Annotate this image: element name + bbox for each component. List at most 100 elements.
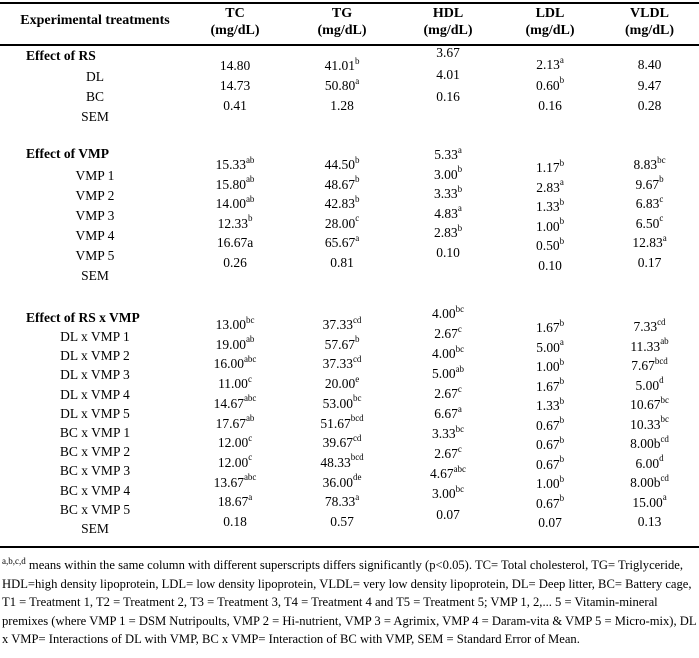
cell-hdl: 3.00bc — [431, 483, 465, 502]
cell-tg: 37.33cd — [322, 353, 362, 372]
cell-tg: 0.57 — [330, 514, 354, 529]
header-experimental-treatments: Experimental treatments — [20, 13, 170, 28]
cell-hdl: 3.00b — [433, 164, 463, 182]
cell-tc: 12.00c — [217, 452, 253, 470]
cell-tg: 44.50b — [324, 154, 360, 172]
cell-vldl: 8.40 — [637, 57, 662, 72]
cell-hdl: 4.00bc — [431, 343, 465, 362]
cell-tc: 15.80ab — [215, 174, 255, 192]
cell-tc: 18.67a — [217, 491, 253, 510]
cell-hdl: 4.67abc — [429, 463, 467, 482]
cell-tg: 48.33bcd — [320, 452, 364, 470]
cell-hdl: 2.67c — [434, 323, 462, 342]
cell-vldl: 9.67b — [635, 174, 664, 192]
row-label: DL — [86, 69, 104, 84]
cell-ldl: 5.00a — [536, 337, 564, 355]
row-label: SEM — [81, 109, 109, 124]
cell-ldl: 1.67b — [535, 317, 565, 335]
header-col-hdl: HDL (mg/dL) — [393, 5, 503, 39]
cell-vldl: 6.00d — [635, 453, 664, 471]
table-top-rule — [0, 2, 699, 4]
row-label: DL x VMP 4 — [60, 386, 130, 402]
cell-ldl: 2.13a — [536, 54, 564, 72]
cell-tg: 51.67bcd — [320, 413, 364, 431]
row-label: DL x VMP 3 — [60, 367, 130, 383]
cell-hdl: 4.83a — [434, 203, 462, 221]
cell-hdl: 4.00bc — [431, 303, 465, 321]
row-label: VMP 2 — [75, 188, 115, 203]
header-col-vldl-abbr: VLDL — [630, 6, 669, 21]
cell-ldl: 0.60b — [535, 75, 565, 93]
cell-ldl: 0.50b — [535, 235, 565, 254]
cell-tg: 39.67cd — [322, 432, 362, 451]
cell-ldl: 0.67b — [535, 415, 565, 433]
cell-ldl: 1.33b — [535, 196, 565, 215]
cell-vldl: 8.00bcd — [630, 472, 669, 490]
cell-ldl: 1.17b — [535, 157, 565, 175]
cell-tg: 50.80a — [324, 75, 360, 93]
cell-vldl: 15.00a — [632, 492, 667, 510]
cell-tg: 28.00c — [324, 213, 360, 231]
cell-vldl: 0.13 — [637, 514, 662, 529]
cell-tc: 13.67abc — [213, 472, 257, 490]
row-label: BC x VMP 1 — [59, 425, 131, 440]
cell-vldl: 12.83a — [632, 232, 667, 251]
cell-hdl: 0.10 — [436, 245, 460, 260]
cell-hdl: 6.67a — [434, 403, 462, 422]
cell-hdl: 0.07 — [436, 506, 460, 522]
row-label: DL x VMP 1 — [60, 329, 130, 344]
cell-tg: 37.33cd — [322, 314, 362, 332]
row-label: VMP 3 — [75, 208, 115, 223]
row-label: SEM — [81, 521, 109, 536]
cell-tg: 57.67b — [324, 334, 360, 352]
cell-vldl: 6.50c — [635, 213, 664, 231]
cell-tc: 14.73 — [219, 78, 251, 93]
row-label: BC x VMP 3 — [59, 463, 131, 479]
table-bottom-rule — [0, 546, 699, 548]
header-col-tc-unit: (mg/dL) — [210, 23, 260, 38]
cell-ldl: 1.33b — [535, 395, 565, 413]
cell-vldl: 0.17 — [637, 255, 662, 270]
cell-ldl: 2.83a — [536, 177, 564, 195]
cell-tc: 14.80 — [219, 58, 251, 73]
cell-vldl: 5.00d — [635, 375, 664, 393]
cell-ldl: 0.16 — [538, 98, 562, 113]
cell-tg: 48.67b — [324, 174, 360, 192]
header-col-vldl: VLDL (mg/dL) — [600, 5, 699, 39]
row-label: DL x VMP 2 — [60, 348, 130, 364]
cell-tc: 12.00c — [217, 432, 253, 451]
cell-tc: 0.26 — [223, 255, 247, 270]
header-col-ldl-abbr: LDL — [535, 6, 565, 21]
cell-tg: 78.33a — [324, 491, 360, 510]
cell-tc: 12.33b — [217, 213, 253, 231]
cell-ldl: 0.07 — [538, 515, 562, 530]
cell-ldl: 1.67b — [535, 376, 565, 394]
row-label: BC — [85, 89, 104, 104]
cell-vldl: 0.28 — [637, 98, 662, 113]
cell-vldl: 6.83c — [635, 193, 664, 212]
cell-hdl: 3.33bc — [431, 423, 465, 442]
cell-hdl: 3.67 — [436, 45, 460, 60]
cell-tc: 15.33ab — [215, 154, 255, 172]
footnote-text: means within the same column with differ… — [2, 558, 697, 647]
header-col-tg-unit: (mg/dL) — [317, 23, 367, 38]
cell-tc: 19.00ab — [215, 334, 255, 352]
cell-vldl: 7.33cd — [633, 316, 666, 334]
cell-hdl: 5.33a — [434, 144, 462, 162]
cell-tc: 14.00ab — [215, 193, 255, 212]
cell-vldl: 7.67bcd — [631, 355, 668, 373]
cell-hdl: 0.16 — [436, 89, 460, 104]
section-title: Effect of RS x VMP — [26, 310, 140, 325]
cell-tg: 42.83b — [324, 193, 360, 212]
cell-tg: 1.28 — [330, 98, 354, 113]
cell-ldl: 0.67b — [535, 454, 565, 472]
cell-ldl: 1.00b — [535, 216, 565, 234]
cell-vldl: 8.83bc — [633, 154, 666, 172]
header-col-tg: TG (mg/dL) — [287, 5, 397, 39]
cell-tc: 16.67a — [216, 235, 254, 251]
header-col-ldl: LDL (mg/dL) — [495, 5, 605, 39]
header-col-tg-abbr: TG — [331, 6, 353, 21]
header-col-tc: TC (mg/dL) — [180, 5, 290, 39]
cell-vldl: 8.00bcd — [630, 433, 669, 451]
footnote-superscript: a,b,c,d — [2, 555, 26, 566]
